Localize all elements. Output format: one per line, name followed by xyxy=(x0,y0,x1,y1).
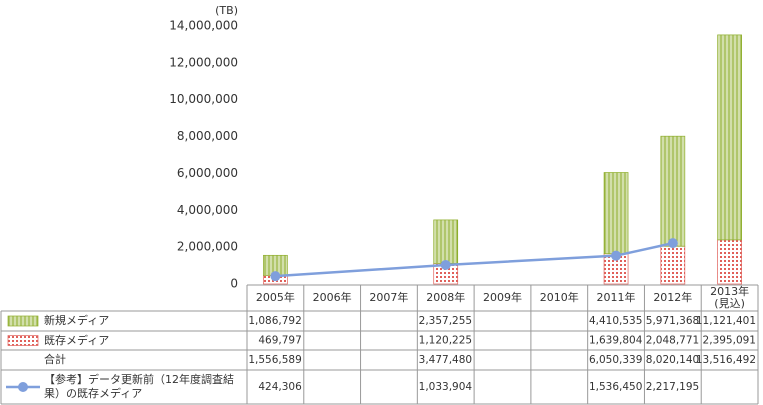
x-tick-label-box: 2012年 xyxy=(653,291,693,304)
table-cell: 2,395,091 xyxy=(703,335,756,347)
legend-label: 新規メディア xyxy=(44,314,110,327)
x-tick-label-box: 2009年 xyxy=(482,291,522,304)
legend-label-box: 合計 xyxy=(44,353,66,366)
table-cell: 13,516,492 xyxy=(696,354,756,366)
y-tick-label: 4,000,000 xyxy=(177,203,238,217)
bar-segment xyxy=(717,239,742,285)
x-tick-label: 2008年 xyxy=(426,291,466,304)
bar-segment xyxy=(433,219,459,264)
table-cell: 11,121,401 xyxy=(696,315,756,327)
table-cell: 1,639,804 xyxy=(589,335,643,347)
table-cell: 2,217,195 xyxy=(646,381,699,393)
table-cell: 4,410,535 xyxy=(589,315,642,327)
x-tick-label-box: 2011年 xyxy=(596,291,636,304)
table-cell: 5,971,368 xyxy=(646,315,699,327)
x-tick-label: 2010年 xyxy=(539,291,579,304)
x-tick-label-box: 2008年 xyxy=(426,291,466,304)
bar-segment xyxy=(660,245,686,285)
x-tick-label-box: 2006年 xyxy=(312,291,352,304)
x-tick-label: 2009年 xyxy=(482,291,522,304)
legend-label: 【参考】データ更新前（12年度調査結果）の既存メディア xyxy=(44,373,234,400)
table-cell: 8,020,140 xyxy=(646,354,699,366)
x-tick-label-box: 2010年 xyxy=(539,291,579,304)
x-tick-label: 2012年 xyxy=(653,291,693,304)
table-cell: 2,048,771 xyxy=(646,335,699,347)
line-point xyxy=(611,250,622,261)
legend-label: 合計 xyxy=(44,353,66,366)
x-tick-label: 2013年(見込) xyxy=(710,285,750,310)
x-tick-label: 2006年 xyxy=(312,291,352,304)
y-tick-label: 6,000,000 xyxy=(177,166,238,180)
line-series xyxy=(275,241,674,278)
y-tick-label: 10,000,000 xyxy=(169,92,238,106)
x-tick-label-box: 2005年 xyxy=(255,291,295,304)
line-point xyxy=(667,238,678,249)
y-tick-label: 12,000,000 xyxy=(169,55,238,69)
y-tick-label: 8,000,000 xyxy=(177,129,238,143)
legend-label-box: 既存メディア xyxy=(44,333,110,347)
table-cell: 469,797 xyxy=(258,335,301,347)
x-tick-label: 2005年 xyxy=(255,291,295,304)
table-cell: 1,033,904 xyxy=(419,381,473,393)
x-tick-label-box: 2013年(見込) xyxy=(710,285,750,310)
y-tick-label: 0 xyxy=(230,277,238,291)
table-cell: 1,120,225 xyxy=(419,335,472,347)
x-tick-label: 2007年 xyxy=(369,291,409,304)
line-point xyxy=(440,259,451,270)
x-tick-label-box: 2007年 xyxy=(369,291,409,304)
bar-segment xyxy=(660,135,686,247)
line-point xyxy=(270,271,281,282)
table-cell: 424,306 xyxy=(258,381,302,393)
bar-segment xyxy=(603,172,629,255)
legend-label-box: 新規メディア xyxy=(44,314,110,327)
x-tick-label: 2011年 xyxy=(596,291,636,304)
legend-label: 既存メディア xyxy=(44,333,110,347)
table-cell: 2,357,255 xyxy=(419,315,472,327)
legend-swatch xyxy=(7,315,39,327)
table-cell: 3,477,480 xyxy=(419,354,472,366)
y-tick-label: 2,000,000 xyxy=(177,240,238,254)
table-cell: 1,556,589 xyxy=(248,354,301,366)
table-cell: 1,536,450 xyxy=(589,381,642,393)
bar-segment xyxy=(717,34,742,241)
legend-label-box: 【参考】データ更新前（12年度調査結果）の既存メディア xyxy=(44,373,234,400)
y-tick-label: 14,000,000 xyxy=(169,19,238,33)
table-cell: 6,050,339 xyxy=(589,354,642,366)
table-cell: 1,086,792 xyxy=(248,315,301,327)
legend-swatch xyxy=(7,335,39,346)
legend-marker xyxy=(18,382,28,392)
unit-label: (TB) xyxy=(215,4,238,17)
